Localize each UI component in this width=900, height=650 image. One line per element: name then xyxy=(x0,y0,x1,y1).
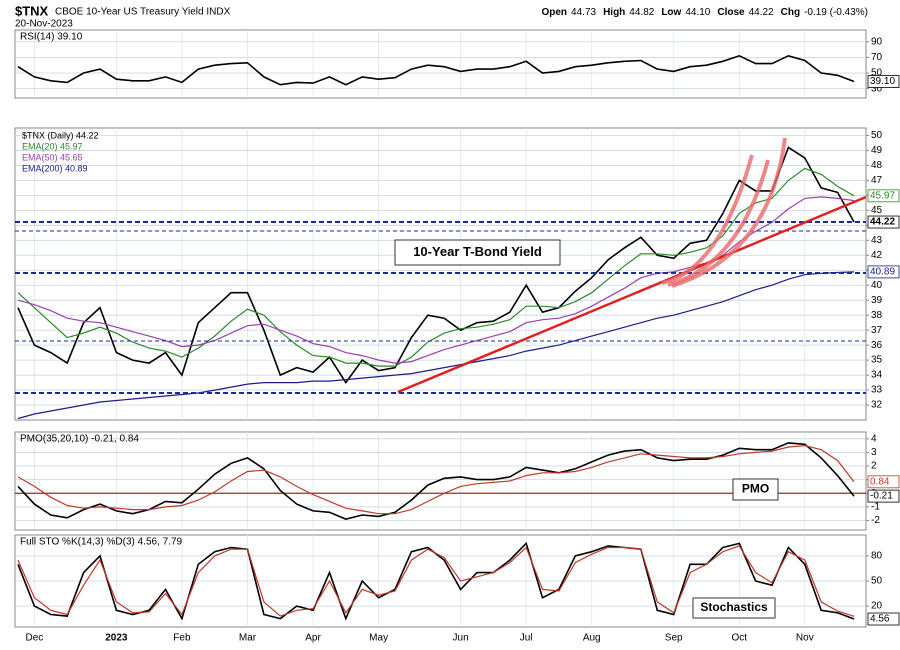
panel-frame xyxy=(14,29,867,99)
quote-label: High xyxy=(603,7,625,18)
series-line xyxy=(17,146,855,385)
legend-entry: EMA(20) 45.97 xyxy=(22,141,83,151)
y-tick-label: 43 xyxy=(871,235,883,246)
y-tick-label: 33 xyxy=(871,385,883,396)
y-tick-label: 3 xyxy=(871,447,877,458)
value-tag xyxy=(867,265,900,279)
annotation-box xyxy=(732,478,779,501)
date: 20-Nov-2023 xyxy=(15,19,73,30)
y-tick-label: 35 xyxy=(871,355,883,366)
value-tag xyxy=(867,189,900,203)
y-tick-label: 50 xyxy=(871,130,883,141)
value-tag xyxy=(867,75,900,88)
value-tag xyxy=(867,475,900,489)
y-tick-label: 39 xyxy=(871,295,883,306)
panel xyxy=(15,432,866,530)
x-tick-label: Apr xyxy=(305,633,321,644)
panel-legend: PMO(35,20,10) -0.21, 0.84 xyxy=(20,434,139,445)
value-tag xyxy=(867,612,900,626)
series-line xyxy=(17,545,855,617)
y-tick-label: 50 xyxy=(871,68,883,79)
parabolic-arc xyxy=(667,159,770,287)
symbol: $TNX xyxy=(15,3,49,18)
series-line xyxy=(17,444,855,515)
y-tick-label: 90 xyxy=(871,36,883,47)
parabolic-arc xyxy=(661,154,754,285)
y-tick-label: 20 xyxy=(871,601,883,612)
y-tick-label: 70 xyxy=(871,52,883,63)
y-tick-label: 80 xyxy=(871,551,883,562)
panel-frame xyxy=(14,431,867,531)
parabolic-arc xyxy=(671,137,787,288)
y-tick-label: 32 xyxy=(871,400,883,411)
x-tick-label: Jun xyxy=(453,633,469,644)
annotation: 10-Year T-Bond Yield xyxy=(413,244,542,259)
panel-legend: RSI(14) 39.10 xyxy=(20,32,83,43)
value-tag-label: 4.56 xyxy=(870,614,890,625)
y-tick-label: 50 xyxy=(871,576,883,587)
annotation: PMO xyxy=(742,482,769,496)
annotation-box xyxy=(394,239,561,266)
y-tick-label: 47 xyxy=(871,175,883,186)
y-tick-label: 36 xyxy=(871,340,883,351)
y-tick-label: 34 xyxy=(871,370,883,381)
quote-value: 44.82 xyxy=(629,7,654,18)
quote-label: Open xyxy=(541,7,567,18)
series-line xyxy=(17,271,855,420)
y-tick-label: 2 xyxy=(871,461,877,472)
annotations: 10-Year T-Bond Yield PMO Stochastics xyxy=(15,137,867,619)
quote-label: Low xyxy=(661,7,681,18)
y-tick-label: 48 xyxy=(871,160,883,171)
quote-value: -0.19 (-0.43%) xyxy=(804,7,868,18)
value-tag-label: 45.97 xyxy=(870,190,895,201)
x-tick-label: 2023 xyxy=(105,633,128,644)
quote-value: 44.22 xyxy=(749,7,774,18)
y-tick-label: -1 xyxy=(871,502,880,513)
quote-label: Close xyxy=(717,7,745,18)
legend-entry: EMA(50) 45.65 xyxy=(22,152,83,162)
x-tick-label: Sep xyxy=(665,633,683,644)
y-tick-label: 37 xyxy=(871,325,883,336)
value-tag-label: 40.89 xyxy=(870,267,895,278)
value-tag-label: 0.84 xyxy=(870,476,890,487)
x-tick-label: Oct xyxy=(731,633,747,644)
value-tag xyxy=(867,489,900,503)
x-tick-label: Jul xyxy=(520,633,533,644)
annotation-box xyxy=(692,597,776,619)
x-tick-label: Mar xyxy=(239,633,257,644)
panel-legend: Full STO %K(14,3) %D(3) 4.56, 7.79 xyxy=(20,537,183,548)
x-tick-label: Nov xyxy=(796,633,814,644)
legend-entry: $TNX (Daily) 44.22 xyxy=(22,130,99,140)
y-tick-label: -2 xyxy=(871,515,880,526)
x-tick-label: Dec xyxy=(25,633,43,644)
trend-line xyxy=(397,195,867,394)
x-tick-label: May xyxy=(369,633,388,644)
y-tick-label: 40 xyxy=(871,280,883,291)
quote-value: 44.10 xyxy=(685,7,710,18)
panel xyxy=(15,30,866,98)
y-tick-label: 38 xyxy=(871,310,883,321)
value-tag-label: -0.21 xyxy=(870,491,893,502)
annotation: Stochastics xyxy=(700,600,768,614)
legend-entry: EMA(200) 40.89 xyxy=(22,163,88,173)
y-tick-label: 42 xyxy=(871,250,883,261)
y-tick-label: 4 xyxy=(871,433,877,444)
y-tick-label: 30 xyxy=(871,83,883,94)
x-tick-label: Feb xyxy=(173,633,191,644)
y-tick-label: 49 xyxy=(871,145,883,156)
y-tick-label: 45 xyxy=(871,205,883,216)
x-tick-label: Aug xyxy=(583,633,601,644)
value-tag-label: 44.22 xyxy=(870,217,895,228)
value-tag-label: 39.10 xyxy=(870,76,895,87)
quote-label: Chg xyxy=(781,7,800,18)
series-line xyxy=(17,54,855,86)
symbol-name: CBOE 10-Year US Treasury Yield INDX xyxy=(55,7,231,18)
quote-value: 44.73 xyxy=(571,7,596,18)
value-tag xyxy=(867,215,900,229)
quote: Open 44.73 High 44.82 Low 44.10 Close 44.22 Chg -… xyxy=(541,7,868,18)
